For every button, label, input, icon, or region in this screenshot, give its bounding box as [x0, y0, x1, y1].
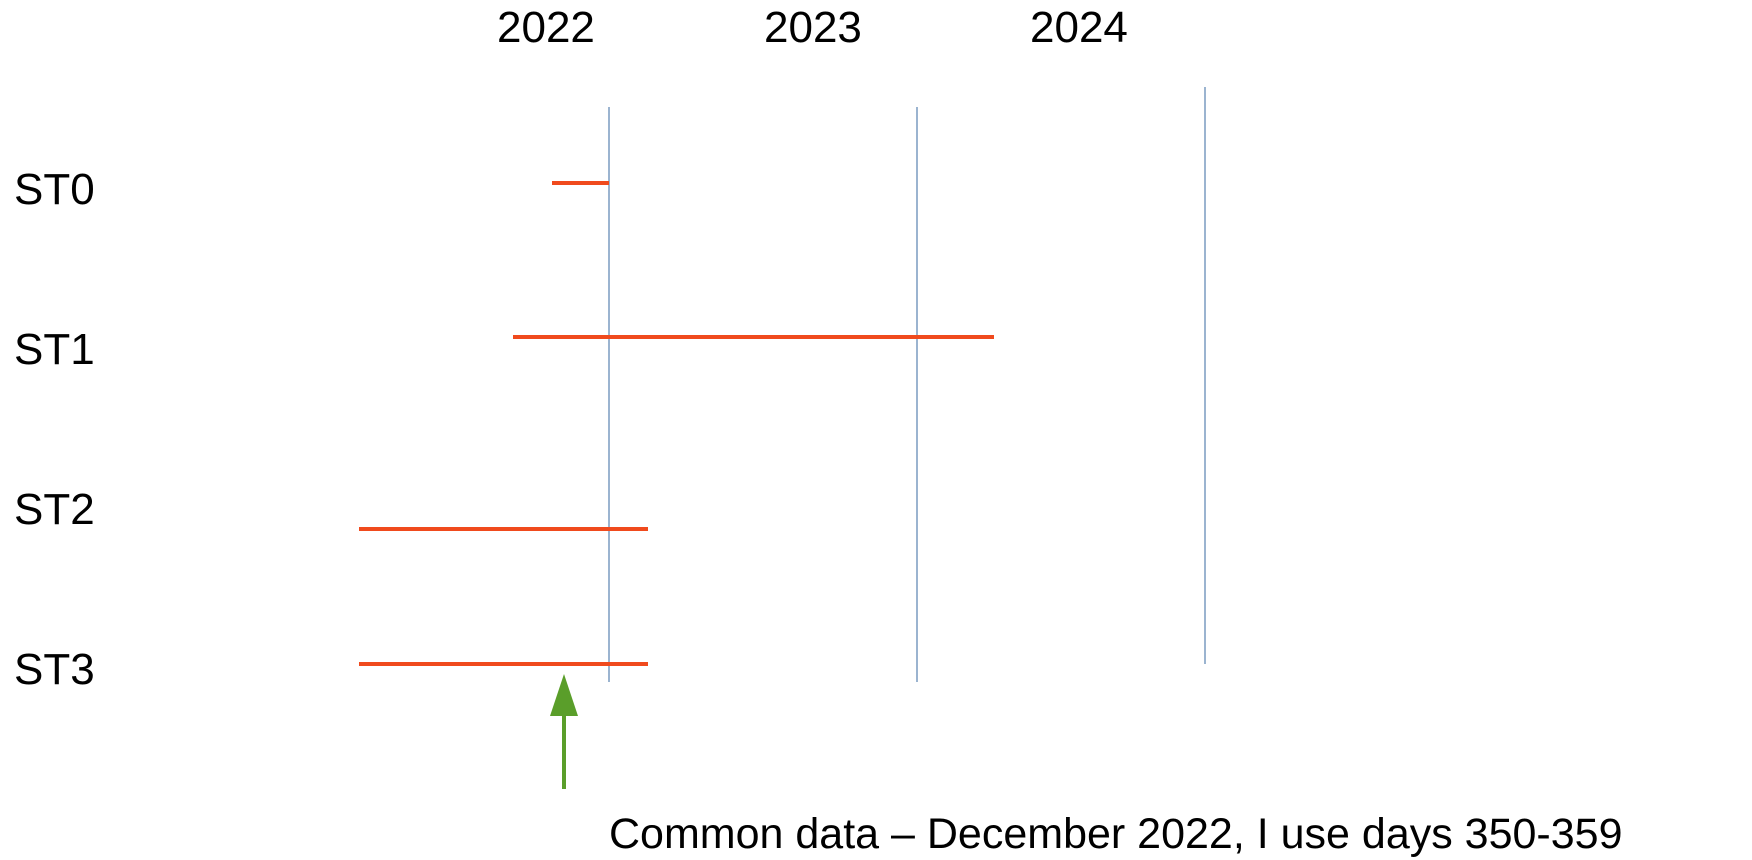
row-label-st3: ST3 [14, 645, 95, 694]
year-label-2022: 2022 [497, 3, 595, 52]
year-label-2023: 2023 [764, 3, 862, 52]
row-label-st0: ST0 [14, 165, 95, 214]
year-label-2024: 2024 [1030, 3, 1128, 52]
row-label-st1: ST1 [14, 325, 95, 374]
common-data-note: Common data – December 2022, I use days … [609, 810, 1623, 858]
common-data-arrow-head [550, 674, 578, 716]
row-label-st2: ST2 [14, 485, 95, 534]
